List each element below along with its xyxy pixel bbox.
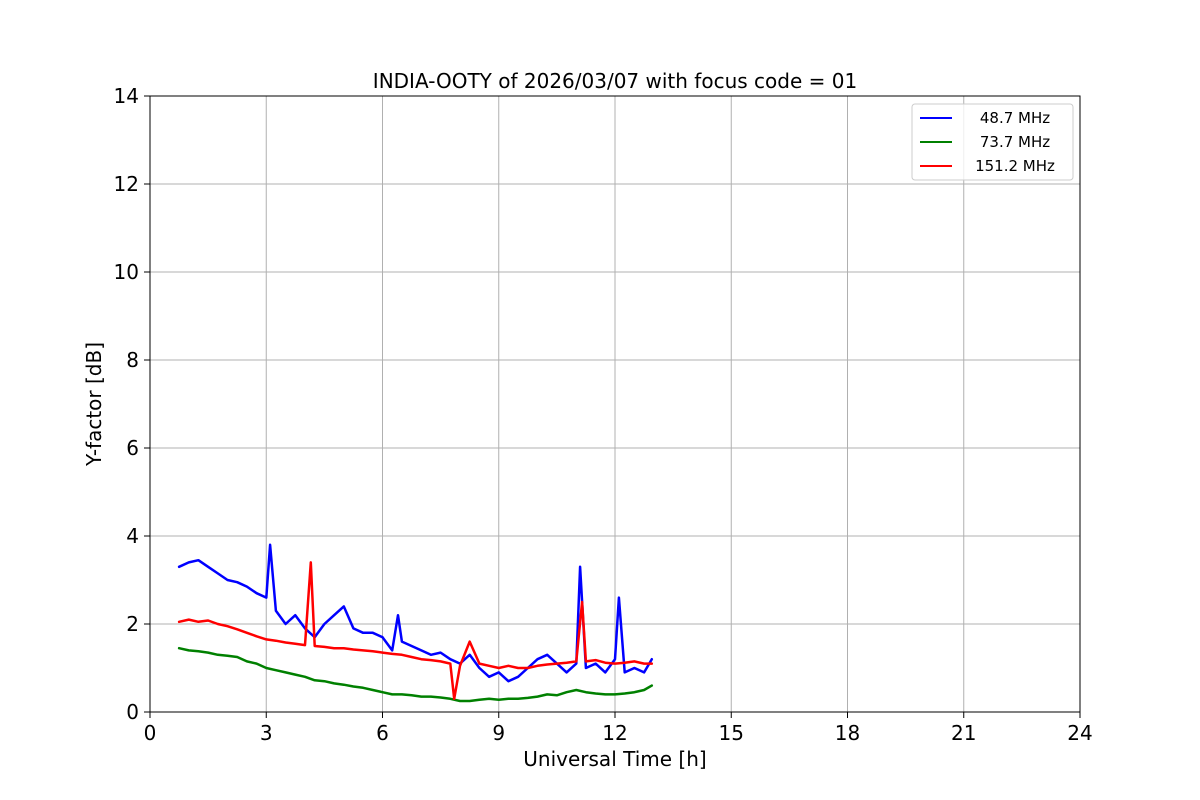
x-tick-label: 24: [1067, 721, 1092, 745]
x-tick-label: 9: [492, 721, 505, 745]
x-axis-label: Universal Time [h]: [523, 747, 706, 771]
y-tick-label: 4: [126, 524, 139, 548]
legend-box: [911, 103, 1074, 181]
y-tick-label: 14: [114, 84, 139, 108]
chart-title: INDIA-OOTY of 2026/03/07 with focus code…: [373, 69, 857, 93]
y-tick-label: 8: [126, 348, 139, 372]
legend: 48.7 MHz 73.7 MHz 151.2 MHz: [911, 103, 1074, 181]
series-line-3: [177, 561, 654, 701]
x-tick-label: 6: [376, 721, 389, 745]
legend-label-3: 151.2 MHz: [975, 157, 1055, 175]
y-axis-label: Y-factor [dB]: [82, 342, 106, 467]
y-tick-label: 6: [126, 436, 139, 460]
legend-label-2: 73.7 MHz: [980, 133, 1050, 151]
x-tick-label: 12: [602, 721, 627, 745]
x-tick-label: 21: [951, 721, 976, 745]
y-tick-label: 12: [114, 172, 139, 196]
y-tick-label: 2: [126, 612, 139, 636]
series-line-2: [177, 646, 654, 703]
plot-area: [177, 543, 654, 703]
x-tick-label: 18: [835, 721, 860, 745]
x-tick-label: 0: [144, 721, 157, 745]
y-tick-label: 0: [126, 700, 139, 724]
x-tick-label: 15: [719, 721, 744, 745]
y-tick-label: 10: [114, 260, 139, 284]
series-line-1: [177, 543, 654, 683]
x-tick-label: 3: [260, 721, 273, 745]
legend-label-1: 48.7 MHz: [980, 109, 1050, 127]
